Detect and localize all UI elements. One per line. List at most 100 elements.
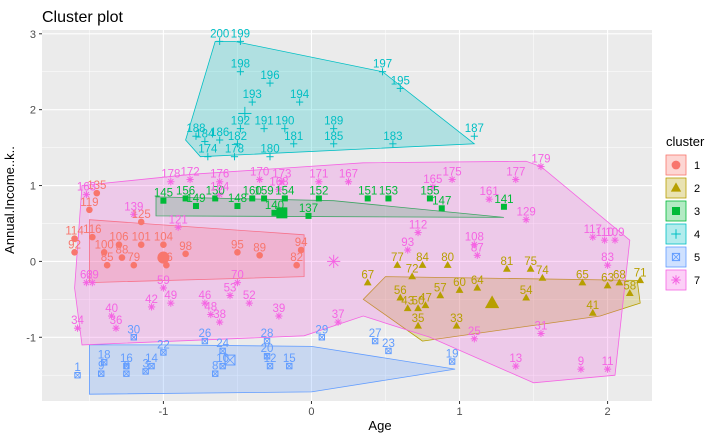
point-label: 85 (101, 252, 114, 264)
sq-box (212, 370, 219, 377)
point-label: 52 (243, 290, 256, 302)
ast-arm (275, 313, 282, 319)
point-4 (260, 125, 268, 133)
point-7 (167, 299, 175, 307)
point-1 (86, 206, 93, 214)
point-label: 14 (145, 353, 158, 365)
point-label: 119 (80, 197, 98, 209)
point-3 (249, 195, 256, 202)
point-5 (201, 337, 209, 345)
point-label: 12 (264, 353, 277, 365)
point-7 (334, 318, 342, 326)
grid-lines (42, 30, 652, 401)
point-label: 67 (361, 270, 374, 282)
point-7 (278, 178, 286, 186)
point-7 (537, 329, 545, 338)
sq-d2 (74, 372, 81, 379)
point-label: 147 (432, 195, 451, 207)
point-3 (426, 195, 433, 202)
ast-arm (234, 279, 241, 286)
point-label: 188 (186, 123, 205, 135)
point-label: 160 (243, 185, 262, 197)
point-4 (236, 125, 244, 133)
point-7 (470, 335, 478, 343)
point-label: 191 (254, 116, 273, 128)
x-tick-label: 2 (605, 406, 611, 418)
legend-label: 7 (694, 275, 700, 287)
y-tick-label: 0 (30, 256, 36, 268)
point-7 (404, 246, 412, 254)
point-7 (174, 223, 182, 231)
point-label: 159 (254, 185, 273, 197)
point-7 (256, 175, 264, 184)
point-label: 176 (210, 169, 229, 181)
sq-box (671, 252, 681, 262)
point-2 (538, 273, 547, 281)
point-3 (271, 209, 278, 216)
point-7 (186, 175, 194, 184)
point-label: 33 (450, 313, 463, 325)
sq-box (219, 347, 226, 355)
point-label: 88 (116, 245, 129, 257)
point-7 (82, 191, 91, 199)
point-label: 29 (315, 324, 328, 336)
point-label: 75 (524, 256, 537, 268)
point-4 (290, 140, 298, 148)
ast-arm (74, 325, 81, 332)
point-7 (216, 318, 224, 326)
point-5 (160, 349, 167, 356)
point-7 (107, 312, 116, 320)
point-1 (234, 248, 241, 256)
point-5 (123, 362, 130, 370)
point-1 (118, 254, 126, 261)
point-label: 31 (535, 320, 548, 332)
legend-label: 1 (694, 160, 700, 172)
point-label: 9 (578, 356, 584, 368)
sq-d2 (201, 338, 208, 345)
point-7 (201, 299, 209, 307)
point-5 (385, 347, 392, 355)
ast-arm (207, 311, 214, 318)
legend-symbol-5 (671, 252, 681, 262)
sq-d2 (98, 370, 105, 377)
point-label: 168 (269, 176, 288, 188)
point-4 (204, 153, 212, 161)
ast-arm (612, 237, 618, 244)
point-7 (537, 162, 545, 171)
cluster-hull-3 (155, 196, 504, 218)
point-label: 114 (65, 226, 84, 238)
point-5 (123, 370, 130, 377)
point-label: 154 (275, 185, 295, 197)
point-label: 151 (358, 185, 377, 197)
point-label: 173 (272, 169, 291, 181)
legend-symbol-4 (671, 229, 681, 239)
point-label: 185 (324, 131, 343, 143)
point-label: 156 (176, 185, 195, 197)
point-2 (443, 260, 452, 268)
point-2 (421, 301, 430, 309)
point-label: 193 (243, 89, 262, 101)
point-label: 121 (169, 214, 188, 226)
point-7 (603, 261, 612, 269)
point-label: 175 (443, 166, 462, 178)
point-7 (603, 365, 612, 373)
point-label: 177 (506, 166, 525, 178)
point-label: 81 (501, 256, 514, 268)
point-1 (89, 233, 96, 241)
point-label: 13 (509, 353, 522, 365)
point-label: 167 (339, 169, 358, 181)
ast-arm (449, 176, 456, 183)
point-label: 139 (124, 201, 143, 213)
point-label: 20 (261, 343, 274, 355)
x-tick-label: 1 (456, 406, 462, 418)
legend-label: 3 (694, 206, 700, 218)
point-1 (293, 261, 300, 269)
point-label: 152 (309, 185, 328, 197)
point-2 (403, 304, 412, 312)
point-label: 53 (224, 283, 237, 295)
ast-arm (404, 247, 411, 253)
point-label: 41 (586, 300, 599, 312)
point-label: 87 (471, 242, 484, 254)
ast-arm (523, 216, 530, 223)
point-label: 150 (206, 185, 225, 197)
